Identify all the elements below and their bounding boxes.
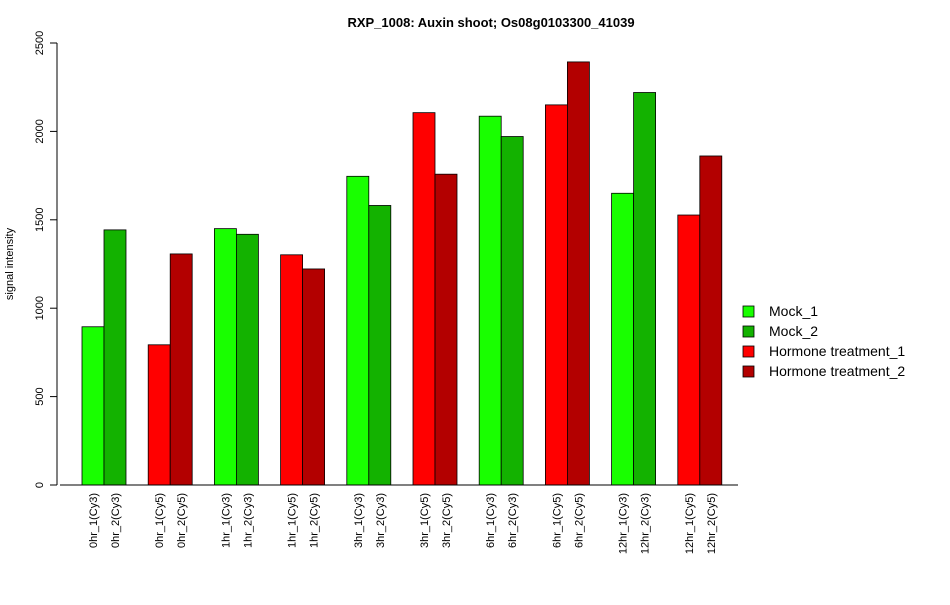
legend-label: Hormone treatment_1 [769, 343, 905, 359]
x-tick-label: 0hr_1(Cy5) [154, 493, 166, 548]
y-tick-label: 500 [34, 387, 46, 405]
bar [677, 214, 701, 486]
bar [500, 136, 524, 486]
legend-swatch [742, 345, 755, 358]
x-tick-label: 6hr_2(Cy3) [507, 493, 519, 548]
y-tick-label: 2000 [34, 119, 46, 143]
x-tick-label: 3hr_1(Cy3) [353, 493, 365, 548]
bar [434, 173, 458, 486]
x-tick-label: 3hr_2(Cy3) [375, 493, 387, 548]
bar [169, 253, 193, 486]
x-tick-label: 0hr_1(Cy3) [88, 493, 100, 548]
x-tick-label: 1hr_2(Cy3) [242, 493, 254, 548]
y-tick-label: 1500 [34, 208, 46, 232]
legend-label: Mock_2 [769, 323, 818, 339]
x-tick-label: 3hr_2(Cy5) [441, 493, 453, 548]
bar [545, 104, 568, 486]
bar [147, 344, 171, 486]
x-tick-label: 12hr_2(Cy3) [640, 493, 652, 554]
y-axis-label: signal intensity [4, 227, 16, 300]
bar [81, 326, 105, 486]
bar [302, 268, 326, 486]
legend-label: Hormone treatment_2 [769, 363, 905, 379]
bar [699, 155, 723, 486]
bar [213, 228, 237, 486]
x-tick-label: 1hr_2(Cy5) [309, 493, 321, 548]
y-tick-label: 2500 [34, 31, 46, 55]
y-axis: 0 500 1000 1500 2000 2500 [34, 31, 58, 488]
bar [280, 254, 304, 486]
bars-group [81, 61, 723, 486]
x-tick-labels: 0hr_1(Cy3) 0hr_2(Cy3) 0hr_1(Cy5) 0hr_2(Cy5)… [88, 493, 718, 554]
x-tick-label: 12hr_2(Cy5) [706, 493, 718, 554]
legend-swatch [742, 305, 755, 318]
bar [346, 175, 370, 486]
legend: Mock_1 Mock_2 Hormone treatment_1 Hormone t… [742, 303, 905, 379]
legend-label: Mock_1 [769, 303, 818, 319]
bar [567, 61, 590, 486]
y-tick-label: 0 [34, 482, 46, 488]
bar [611, 192, 634, 486]
x-tick-label: 6hr_2(Cy5) [573, 493, 585, 548]
legend-swatch [742, 365, 755, 378]
chart-title: RXP_1008: Auxin shoot; Os08g0103300_4103… [347, 15, 634, 30]
x-tick-label: 0hr_2(Cy3) [110, 493, 122, 548]
x-tick-label: 0hr_2(Cy5) [176, 493, 188, 548]
bar [478, 115, 502, 486]
x-tick-label: 12hr_1(Cy5) [684, 493, 696, 554]
x-tick-label: 3hr_1(Cy5) [419, 493, 431, 548]
x-tick-label: 6hr_1(Cy3) [485, 493, 497, 548]
x-tick-label: 1hr_1(Cy3) [220, 493, 232, 548]
y-tick-label: 1000 [34, 296, 46, 320]
bar [103, 229, 127, 486]
x-tick-label: 12hr_1(Cy3) [618, 493, 630, 554]
x-tick-label: 6hr_1(Cy5) [551, 493, 563, 548]
bar [235, 233, 259, 486]
legend-swatch [742, 325, 755, 338]
bar [368, 205, 392, 486]
x-tick-label: 1hr_1(Cy5) [287, 493, 299, 548]
bar [633, 92, 656, 486]
bar [412, 112, 436, 486]
